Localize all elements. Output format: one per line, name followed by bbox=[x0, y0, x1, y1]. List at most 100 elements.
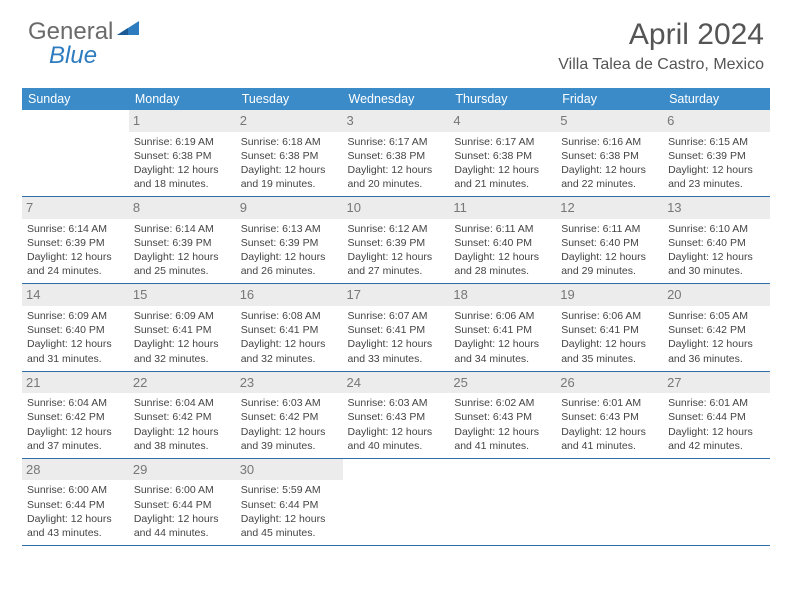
calendar-day-cell: 22Sunrise: 6:04 AMSunset: 6:42 PMDayligh… bbox=[129, 371, 236, 458]
day-number: 2 bbox=[236, 110, 343, 132]
day-details: Sunrise: 6:04 AMSunset: 6:42 PMDaylight:… bbox=[27, 396, 124, 453]
day-details: Sunrise: 6:19 AMSunset: 6:38 PMDaylight:… bbox=[134, 135, 231, 192]
day-details: Sunrise: 6:18 AMSunset: 6:38 PMDaylight:… bbox=[241, 135, 338, 192]
day-details: Sunrise: 6:01 AMSunset: 6:44 PMDaylight:… bbox=[668, 396, 765, 453]
calendar-day-cell: 20Sunrise: 6:05 AMSunset: 6:42 PMDayligh… bbox=[663, 284, 770, 371]
day-details: Sunrise: 6:13 AMSunset: 6:39 PMDaylight:… bbox=[241, 222, 338, 279]
calendar-day-cell: 12 Sunrise: 6:11 AMSunset: 6:40 PMDayligh… bbox=[556, 197, 663, 284]
day-number: 8 bbox=[129, 197, 236, 219]
day-number: 21 bbox=[22, 372, 129, 394]
day-details: Sunrise: 6:17 AMSunset: 6:38 PMDaylight:… bbox=[348, 135, 445, 192]
calendar-day-cell: 29Sunrise: 6:00 AMSunset: 6:44 PMDayligh… bbox=[129, 458, 236, 545]
weekday-header: Saturday bbox=[663, 88, 770, 110]
day-details: Sunrise: 6:09 AMSunset: 6:40 PMDaylight:… bbox=[27, 309, 124, 366]
day-details: Sunrise: 6:14 AMSunset: 6:39 PMDaylight:… bbox=[134, 222, 231, 279]
calendar-day-cell bbox=[343, 458, 450, 545]
calendar-day-cell: 18Sunrise: 6:06 AMSunset: 6:41 PMDayligh… bbox=[449, 284, 556, 371]
calendar-day-cell: 25Sunrise: 6:02 AMSunset: 6:43 PMDayligh… bbox=[449, 371, 556, 458]
calendar-day-cell: 15 Sunrise: 6:09 AMSunset: 6:41 PMDayligh… bbox=[129, 284, 236, 371]
day-details: Sunrise: 6:02 AMSunset: 6:43 PMDaylight:… bbox=[454, 396, 551, 453]
day-details: Sunrise: 6:11 AMSunset: 6:40 PMDaylight:… bbox=[561, 222, 658, 279]
day-number: 5 bbox=[556, 110, 663, 132]
day-number: 7 bbox=[22, 197, 129, 219]
day-details: Sunrise: 6:01 AMSunset: 6:43 PMDaylight:… bbox=[561, 396, 658, 453]
calendar-day-cell: 21Sunrise: 6:04 AMSunset: 6:42 PMDayligh… bbox=[22, 371, 129, 458]
calendar-day-cell: 10Sunrise: 6:12 AMSunset: 6:39 PMDayligh… bbox=[343, 197, 450, 284]
weekday-header: Sunday bbox=[22, 88, 129, 110]
day-number: 30 bbox=[236, 459, 343, 481]
day-number: 12 bbox=[556, 197, 663, 219]
calendar-day-cell bbox=[449, 458, 556, 545]
calendar-day-cell: 5 Sunrise: 6:16 AMSunset: 6:38 PMDaylight… bbox=[556, 110, 663, 197]
calendar-day-cell: 7 Sunrise: 6:14 AMSunset: 6:39 PMDaylight… bbox=[22, 197, 129, 284]
day-number: 19 bbox=[556, 284, 663, 306]
calendar-day-cell: 24Sunrise: 6:03 AMSunset: 6:43 PMDayligh… bbox=[343, 371, 450, 458]
calendar-week-row: 1 Sunrise: 6:19 AMSunset: 6:38 PMDaylight… bbox=[22, 110, 770, 197]
calendar-day-cell: 26Sunrise: 6:01 AMSunset: 6:43 PMDayligh… bbox=[556, 371, 663, 458]
calendar-table: SundayMondayTuesdayWednesdayThursdayFrid… bbox=[22, 88, 770, 546]
day-details: Sunrise: 6:03 AMSunset: 6:42 PMDaylight:… bbox=[241, 396, 338, 453]
day-number: 14 bbox=[22, 284, 129, 306]
day-number: 3 bbox=[343, 110, 450, 132]
calendar-day-cell: 19Sunrise: 6:06 AMSunset: 6:41 PMDayligh… bbox=[556, 284, 663, 371]
day-details: Sunrise: 6:14 AMSunset: 6:39 PMDaylight:… bbox=[27, 222, 124, 279]
day-number: 15 bbox=[129, 284, 236, 306]
calendar-body: 1 Sunrise: 6:19 AMSunset: 6:38 PMDaylight… bbox=[22, 110, 770, 546]
day-number: 10 bbox=[343, 197, 450, 219]
day-number: 16 bbox=[236, 284, 343, 306]
day-number: 1 bbox=[129, 110, 236, 132]
calendar-day-cell bbox=[663, 458, 770, 545]
calendar-week-row: 7Sunrise: 6:14 AMSunset: 6:39 PMDaylight… bbox=[22, 197, 770, 284]
day-details: Sunrise: 6:00 AMSunset: 6:44 PMDaylight:… bbox=[27, 483, 124, 540]
calendar-week-row: 28Sunrise: 6:00 AMSunset: 6:44 PMDayligh… bbox=[22, 458, 770, 545]
calendar-day-cell: 14 Sunrise: 6:09 AMSunset: 6:40 PMDayligh… bbox=[22, 284, 129, 371]
day-details: Sunrise: 6:07 AMSunset: 6:41 PMDaylight:… bbox=[348, 309, 445, 366]
calendar-header-row: SundayMondayTuesdayWednesdayThursdayFrid… bbox=[22, 88, 770, 110]
month-title: April 2024 bbox=[558, 18, 764, 52]
day-number: 28 bbox=[22, 459, 129, 481]
weekday-header: Wednesday bbox=[343, 88, 450, 110]
day-details: Sunrise: 6:08 AMSunset: 6:41 PMDaylight:… bbox=[241, 309, 338, 366]
calendar-day-cell: 28Sunrise: 6:00 AMSunset: 6:44 PMDayligh… bbox=[22, 458, 129, 545]
calendar-day-cell: 13Sunrise: 6:10 AMSunset: 6:40 PMDayligh… bbox=[663, 197, 770, 284]
weekday-header: Tuesday bbox=[236, 88, 343, 110]
day-details: Sunrise: 6:17 AMSunset: 6:38 PMDaylight:… bbox=[454, 135, 551, 192]
day-number: 23 bbox=[236, 372, 343, 394]
calendar-day-cell: 16 Sunrise: 6:08 AMSunset: 6:41 PMDayligh… bbox=[236, 284, 343, 371]
day-number: 27 bbox=[663, 372, 770, 394]
calendar-day-cell: 9 Sunrise: 6:13 AMSunset: 6:39 PMDaylight… bbox=[236, 197, 343, 284]
day-details: Sunrise: 6:09 AMSunset: 6:41 PMDaylight:… bbox=[134, 309, 231, 366]
day-number: 24 bbox=[343, 372, 450, 394]
calendar-day-cell: 27Sunrise: 6:01 AMSunset: 6:44 PMDayligh… bbox=[663, 371, 770, 458]
day-number: 17 bbox=[343, 284, 450, 306]
day-number: 9 bbox=[236, 197, 343, 219]
weekday-header: Friday bbox=[556, 88, 663, 110]
day-number: 20 bbox=[663, 284, 770, 306]
calendar-day-cell: 2 Sunrise: 6:18 AMSunset: 6:38 PMDaylight… bbox=[236, 110, 343, 197]
day-number: 6 bbox=[663, 110, 770, 132]
calendar-day-cell: 11 Sunrise: 6:11 AMSunset: 6:40 PMDayligh… bbox=[449, 197, 556, 284]
weekday-header: Thursday bbox=[449, 88, 556, 110]
calendar-day-cell bbox=[556, 458, 663, 545]
logo-triangle-icon bbox=[117, 21, 139, 44]
calendar-day-cell: 17 Sunrise: 6:07 AMSunset: 6:41 PMDayligh… bbox=[343, 284, 450, 371]
day-details: Sunrise: 6:11 AMSunset: 6:40 PMDaylight:… bbox=[454, 222, 551, 279]
title-block: April 2024 Villa Talea de Castro, Mexico bbox=[558, 18, 764, 74]
day-number: 29 bbox=[129, 459, 236, 481]
day-number: 11 bbox=[449, 197, 556, 219]
calendar-day-cell: 4Sunrise: 6:17 AMSunset: 6:38 PMDaylight… bbox=[449, 110, 556, 197]
calendar-day-cell: 8 Sunrise: 6:14 AMSunset: 6:39 PMDaylight… bbox=[129, 197, 236, 284]
day-details: Sunrise: 6:00 AMSunset: 6:44 PMDaylight:… bbox=[134, 483, 231, 540]
calendar-day-cell: 1 Sunrise: 6:19 AMSunset: 6:38 PMDaylight… bbox=[129, 110, 236, 197]
header: General April 2024 Villa Talea de Castro… bbox=[0, 0, 792, 80]
day-number: 22 bbox=[129, 372, 236, 394]
calendar-week-row: 21Sunrise: 6:04 AMSunset: 6:42 PMDayligh… bbox=[22, 371, 770, 458]
day-details: Sunrise: 6:03 AMSunset: 6:43 PMDaylight:… bbox=[348, 396, 445, 453]
day-details: Sunrise: 6:15 AMSunset: 6:39 PMDaylight:… bbox=[668, 135, 765, 192]
calendar-day-cell: 6 Sunrise: 6:15 AMSunset: 6:39 PMDaylight… bbox=[663, 110, 770, 197]
logo-text-blue: Blue bbox=[49, 42, 97, 69]
weekday-header: Monday bbox=[129, 88, 236, 110]
day-details: Sunrise: 6:16 AMSunset: 6:38 PMDaylight:… bbox=[561, 135, 658, 192]
day-details: Sunrise: 6:04 AMSunset: 6:42 PMDaylight:… bbox=[134, 396, 231, 453]
calendar-week-row: 14 Sunrise: 6:09 AMSunset: 6:40 PMDayligh… bbox=[22, 284, 770, 371]
